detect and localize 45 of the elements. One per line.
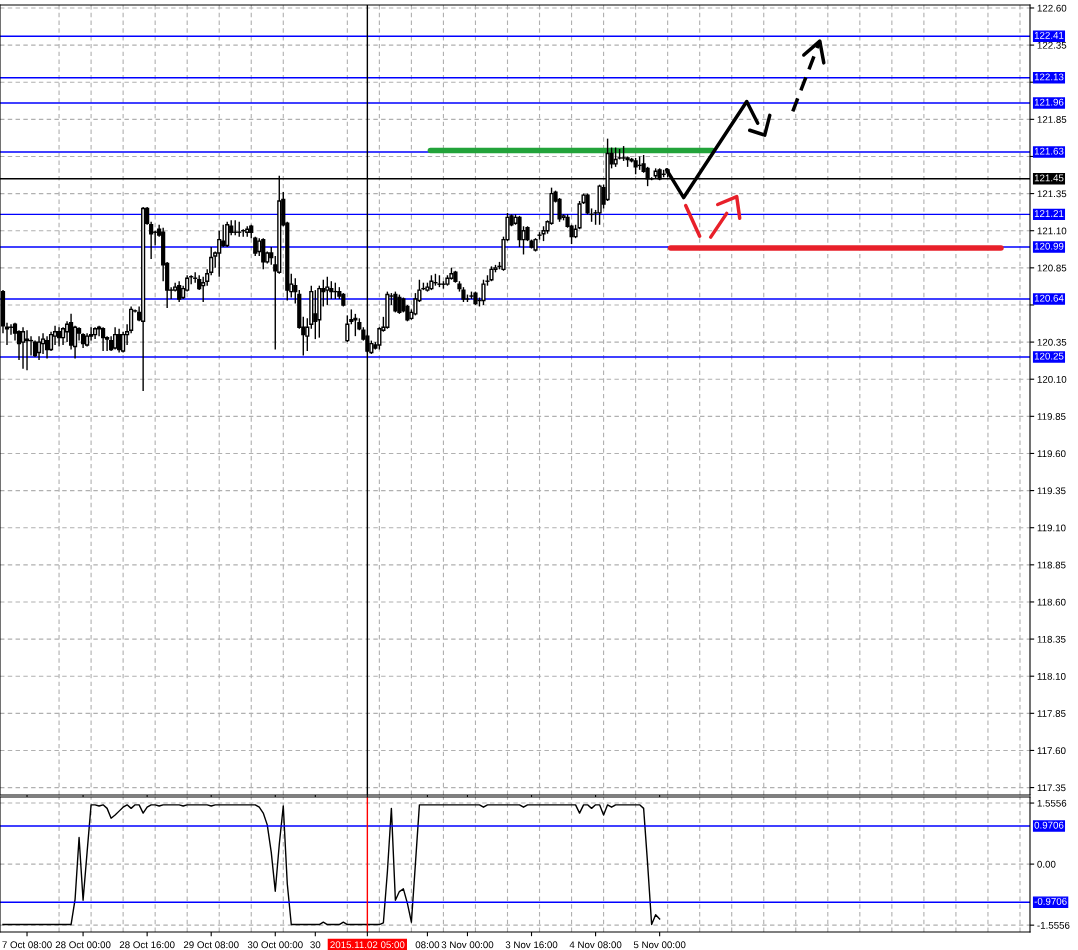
y-tick-label: 117.85 xyxy=(1037,710,1066,717)
y-tick-label: 122.60 xyxy=(1037,4,1067,12)
ref-line-label: 122.13 xyxy=(1034,73,1064,81)
ref-line-label: 122.41 xyxy=(1034,31,1064,39)
ref-line-label: 120.64 xyxy=(1034,294,1064,302)
x-tick-label: 28 Oct 00:00 xyxy=(55,941,111,949)
ref-line-label: 120.99 xyxy=(1034,242,1064,250)
x-tick-label: 3 Nov 16:00 xyxy=(505,941,558,949)
y-tick-label: 119.85 xyxy=(1037,413,1066,420)
y-tick-label: 118.85 xyxy=(1037,561,1066,569)
y-tick-label: 120.10 xyxy=(1037,375,1067,383)
y-tick-label: 117.35 xyxy=(1037,784,1066,792)
y-tick-label: 122.35 xyxy=(1037,41,1067,49)
x-tick-label: 08:00 xyxy=(415,941,440,949)
y-tick-label: 1.5556 xyxy=(1037,799,1067,807)
y-tick-label: 120.85 xyxy=(1037,264,1067,272)
y-tick-label: 120.35 xyxy=(1037,338,1067,346)
x-tick-label: 29 Oct 08:00 xyxy=(183,941,239,949)
y-tick-label: 117.60 xyxy=(1037,747,1066,755)
y-tick-label: 118.35 xyxy=(1037,635,1066,643)
ref-line-label: 121.63 xyxy=(1034,147,1064,155)
ref-line-label: 120.25 xyxy=(1034,352,1064,360)
x-tick-label: 4 Nov 08:00 xyxy=(569,941,622,949)
y-tick-label: 121.10 xyxy=(1037,227,1067,235)
y-tick-label: -1.5556 xyxy=(1037,921,1070,929)
y-tick-label: 121.35 xyxy=(1037,190,1067,198)
x-tick-label: 7 Oct 08:00 xyxy=(2,941,52,949)
y-tick-label: 0.00 xyxy=(1037,860,1056,868)
ref-line-label: -0.9706 xyxy=(1034,897,1067,905)
y-tick-label: 119.60 xyxy=(1037,450,1066,458)
y-tick-label: 118.10 xyxy=(1037,672,1066,680)
x-tick-label: 28 Oct 16:00 xyxy=(119,941,175,949)
x-tick-label: 3 Nov 00:00 xyxy=(441,941,494,949)
y-tick-label: 121.85 xyxy=(1037,116,1067,123)
ref-line-label: 121.45 xyxy=(1034,174,1064,182)
x-tick-label: 5 Nov 00:00 xyxy=(633,941,686,949)
ref-line-label: 0.9706 xyxy=(1034,821,1064,829)
x-tick-label: 2015.11.02 05:00 xyxy=(330,941,405,949)
x-tick-label: 30 xyxy=(310,941,321,949)
y-tick-label: 119.10 xyxy=(1037,524,1066,532)
x-tick-label: 30 Oct 00:00 xyxy=(247,941,303,949)
y-tick-label: 119.35 xyxy=(1037,487,1066,495)
ref-line-label: 121.96 xyxy=(1034,98,1064,106)
y-tick-label: 118.60 xyxy=(1037,598,1066,606)
ref-line-label: 121.21 xyxy=(1034,210,1064,217)
